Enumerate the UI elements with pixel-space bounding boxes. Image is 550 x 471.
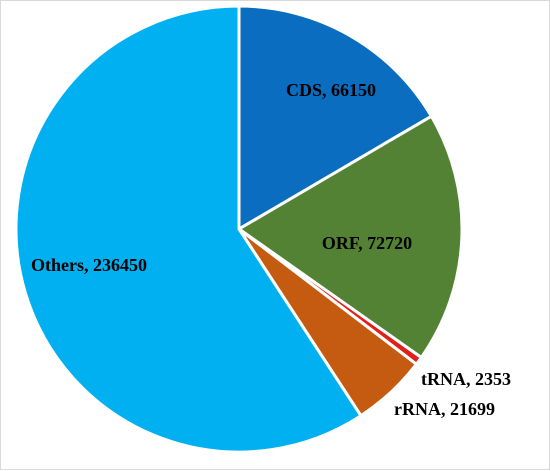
pie-labels: CDS, 66150 ORF, 72720 tRNA, 2353 rRNA, 2169… bbox=[31, 80, 511, 419]
pie-label-cds: CDS, 66150 bbox=[286, 80, 376, 100]
pie-slices bbox=[14, 4, 464, 454]
pie-label-orf: ORF, 72720 bbox=[322, 233, 412, 253]
pie-label-others: Others, 236450 bbox=[31, 255, 147, 275]
pie-slice-cds bbox=[237, 4, 433, 231]
pie-slice-others bbox=[14, 4, 363, 454]
pie-label-trna: tRNA, 2353 bbox=[421, 369, 511, 389]
pie-label-rrna: rRNA, 21699 bbox=[394, 399, 495, 419]
pie-slice-orf bbox=[237, 114, 464, 359]
